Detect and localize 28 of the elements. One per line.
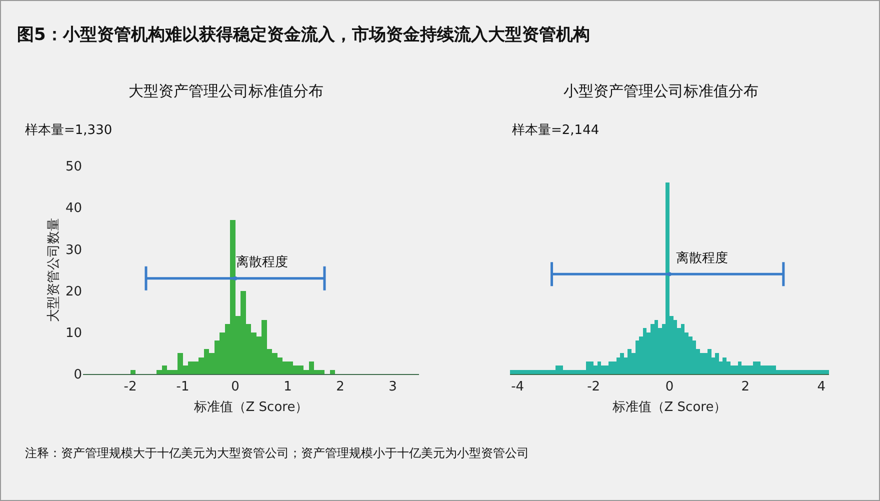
x-tick-label: 0 <box>231 380 240 395</box>
y-tick-label: 10 <box>65 326 82 341</box>
x-axis-title: 标准值（Z Score） <box>611 400 727 416</box>
y-tick-label: 20 <box>65 284 82 300</box>
annotation: 离散程度 <box>676 250 728 266</box>
text: 注释：资产管理规模大于十亿美元为大型资管公司；资产管理规模小于十亿美元为小型资管公司 <box>25 445 529 462</box>
y-tick-label: 40 <box>65 201 82 216</box>
chart-title: 大型资产管理公司标准值分布 <box>128 82 324 100</box>
y-tick-label: 50 <box>65 160 82 175</box>
x-tick-label: -2 <box>587 380 600 395</box>
text: 样本量=2,144 <box>512 123 600 138</box>
x-axis-title: 标准值（Z Score） <box>192 400 308 416</box>
annotation: 离散程度 <box>236 254 288 270</box>
x-tick-label: -1 <box>176 380 190 395</box>
x-tick-label: 0 <box>665 380 674 395</box>
y-tick-label: 0 <box>74 368 82 383</box>
x-tick-label: 4 <box>817 380 826 395</box>
caption: 图5：小型资管机构难以获得稳定资金流入，市场资金持续流入大型资管机构 <box>17 24 590 46</box>
y-tick-label: 30 <box>65 242 82 258</box>
x-tick-label: 1 <box>284 380 292 395</box>
y-axis-title: 大型资管公司数量 <box>46 218 62 322</box>
x-tick-label: 2 <box>741 380 750 395</box>
x-tick-label: -2 <box>124 380 137 395</box>
x-tick-label: -4 <box>511 380 524 395</box>
x-tick-label: 2 <box>336 380 344 395</box>
chart-title: 小型资产管理公司标准值分布 <box>564 82 758 100</box>
text: 样本量=1,330 <box>25 123 112 138</box>
x-tick-label: 3 <box>388 380 397 395</box>
